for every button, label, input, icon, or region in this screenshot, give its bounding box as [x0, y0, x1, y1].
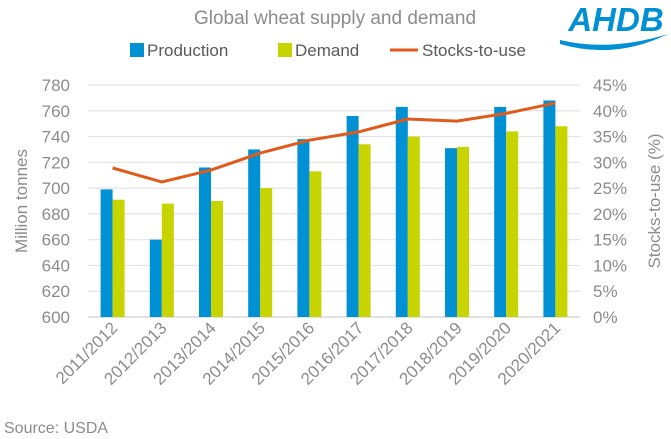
bar-production — [494, 106, 507, 318]
bar-demand — [358, 144, 371, 317]
bar-production — [149, 239, 162, 317]
bar-demand — [407, 136, 420, 317]
y2-tick-label: 30% — [593, 153, 627, 172]
left-axis-ticks: 600 620 640 660 680 700 720 740 760 780 — [42, 76, 70, 327]
y2-tick-label: 0% — [593, 308, 618, 327]
y2-tick-label: 45% — [593, 76, 627, 95]
y2-axis-label: Stocks-to-use (%) — [645, 133, 664, 268]
bar-production — [346, 115, 359, 317]
bar-demand — [506, 131, 519, 317]
y-tick-label: 780 — [42, 76, 70, 95]
legend-label: Demand — [295, 41, 359, 60]
y2-tick-label: 15% — [593, 231, 627, 250]
bar-production — [297, 139, 310, 317]
legend-swatch — [130, 43, 144, 57]
bar-production — [445, 148, 457, 317]
x-axis-ticks: 2011/20122012/20132013/20142014/20152015… — [52, 318, 564, 388]
bar-demand — [309, 171, 322, 317]
y2-tick-label: 20% — [593, 205, 627, 224]
bar-production — [395, 106, 408, 318]
right-axis-ticks: 0% 5% 10% 15% 20% 25% 30% 35% 40% 45% — [593, 76, 627, 327]
y-tick-label: 600 — [42, 308, 70, 327]
bar-demand — [260, 188, 273, 317]
y2-tick-label: 25% — [593, 179, 627, 198]
y-tick-label: 660 — [42, 231, 70, 250]
y-tick-label: 680 — [42, 205, 70, 224]
svg-text:AHDB: AHDB — [567, 1, 663, 38]
y-tick-label: 640 — [42, 256, 70, 275]
bar-production — [199, 167, 211, 317]
bar-demand — [457, 146, 469, 317]
chart-title: Global wheat supply and demand — [194, 8, 476, 29]
bar-demand — [211, 201, 223, 317]
bar-demand — [161, 203, 174, 317]
y-tick-label: 620 — [42, 282, 70, 301]
y-tick-label: 740 — [42, 128, 70, 147]
legend-label: Production — [147, 41, 228, 60]
bar-production — [100, 189, 113, 317]
legend: Production Demand Stocks-to-use — [130, 41, 526, 60]
y-tick-label: 720 — [42, 153, 70, 172]
bars — [100, 100, 568, 318]
y2-tick-label: 35% — [593, 128, 627, 147]
legend-swatch — [278, 43, 292, 57]
bar-production — [543, 100, 556, 317]
legend-label: Stocks-to-use — [422, 41, 526, 60]
y-axis-label: Million tonnes — [12, 149, 31, 253]
bar-demand — [112, 199, 125, 317]
bar-production — [248, 149, 261, 317]
source-note: Source: USDA — [4, 420, 108, 437]
stocks-line — [112, 101, 556, 184]
y-tick-label: 760 — [42, 102, 70, 121]
y2-tick-label: 40% — [593, 102, 627, 121]
line-stocks-to-use — [112, 101, 556, 184]
bar-demand — [555, 126, 568, 317]
ahdb-logo: AHDB — [560, 1, 668, 51]
y2-tick-label: 10% — [593, 256, 627, 275]
y2-tick-label: 5% — [593, 282, 618, 301]
y-tick-label: 700 — [42, 179, 70, 198]
